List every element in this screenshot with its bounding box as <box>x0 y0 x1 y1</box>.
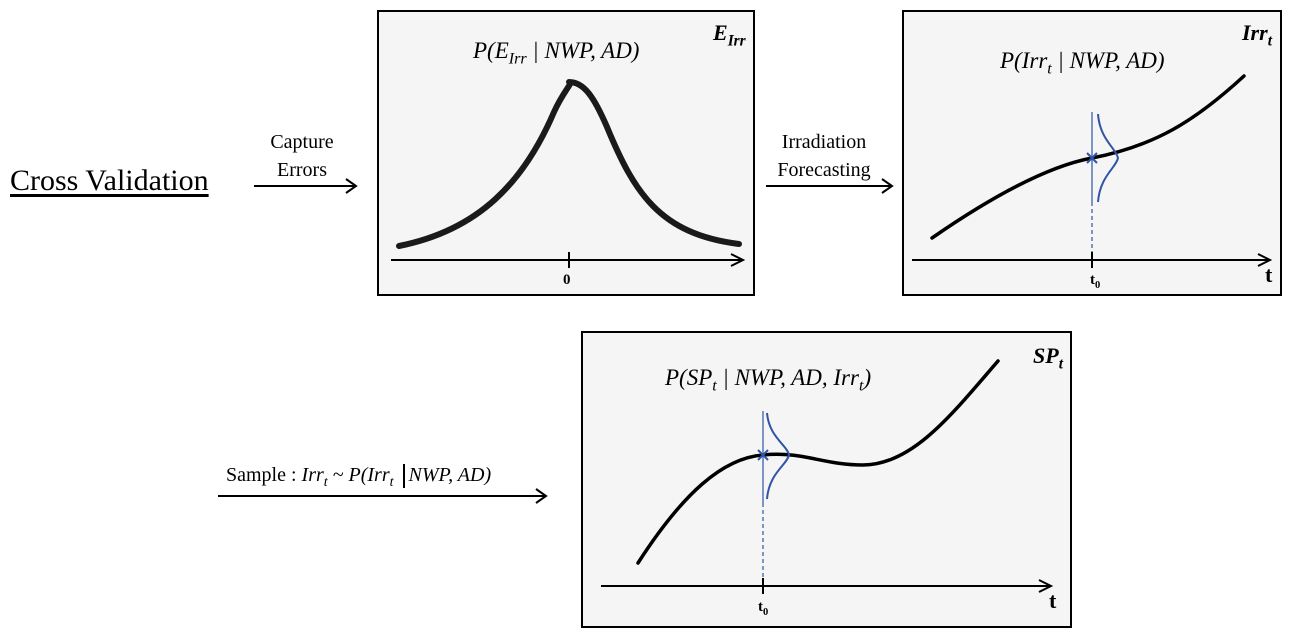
sp-t0-tick-label: t0 <box>758 599 769 618</box>
irradiation-panel-label: Irrt <box>1242 20 1272 50</box>
error-formula: P(EIrr | NWP, AD) <box>473 38 640 68</box>
irradiation-formula: P(Irrt | NWP, AD) <box>1000 48 1165 78</box>
capture-errors-arrow <box>254 178 358 194</box>
irradiation-distribution-curve <box>1097 113 1120 203</box>
solar-power-panel-label: SPt <box>1033 343 1063 373</box>
time-axis-label: t <box>1265 262 1273 287</box>
sample-arrow <box>218 488 548 504</box>
irradiation-forecasting-line2: Forecasting <box>777 159 871 181</box>
solar-power-panel: SPt P(SPt | NWP, AD, Irrt) t0 t <box>581 331 1072 628</box>
capture-errors-line2: Errors <box>277 159 327 181</box>
capture-errors-label: Capture Errors <box>254 128 350 184</box>
sp-distribution-curve <box>766 412 791 500</box>
sp-time-axis-arrowhead <box>1038 579 1054 593</box>
time-axis-arrowhead <box>1257 253 1273 267</box>
solar-power-formula: P(SPt | NWP, AD, Irrt) <box>665 365 872 395</box>
irradiation-curve <box>930 74 1246 240</box>
x-axis-arrowhead <box>730 253 746 267</box>
irradiation-panel: Irrt P(Irrt | NWP, AD) t0 t <box>902 10 1282 296</box>
sample-label: Sample : Irrt ~ P(Irrt NWP, AD) <box>226 464 492 490</box>
sp-forecast-point-marker <box>757 449 769 461</box>
error-distribution-panel: EIrr P(EIrr | NWP, AD) 0 <box>377 10 755 296</box>
t0-tick-label: t0 <box>1090 272 1101 291</box>
error-distribution-plot <box>391 79 746 268</box>
irradiation-forecasting-line1: Irradiation <box>781 131 867 153</box>
solar-power-plot <box>601 359 1054 594</box>
forecast-point-marker <box>1086 152 1098 164</box>
capture-errors-line1: Capture <box>270 131 334 153</box>
error-panel-label: EIrr <box>713 20 746 50</box>
gaussian-curve <box>396 79 742 249</box>
cross-validation-label: Cross Validation <box>10 164 209 197</box>
sp-time-axis-label: t <box>1049 588 1057 613</box>
solar-power-curve <box>636 359 1000 565</box>
irradiation-forecasting-arrow <box>766 178 894 194</box>
zero-tick-label: 0 <box>563 272 571 288</box>
irradiation-plot <box>912 74 1273 268</box>
irradiation-forecasting-label: Irradiation Forecasting <box>764 128 884 184</box>
